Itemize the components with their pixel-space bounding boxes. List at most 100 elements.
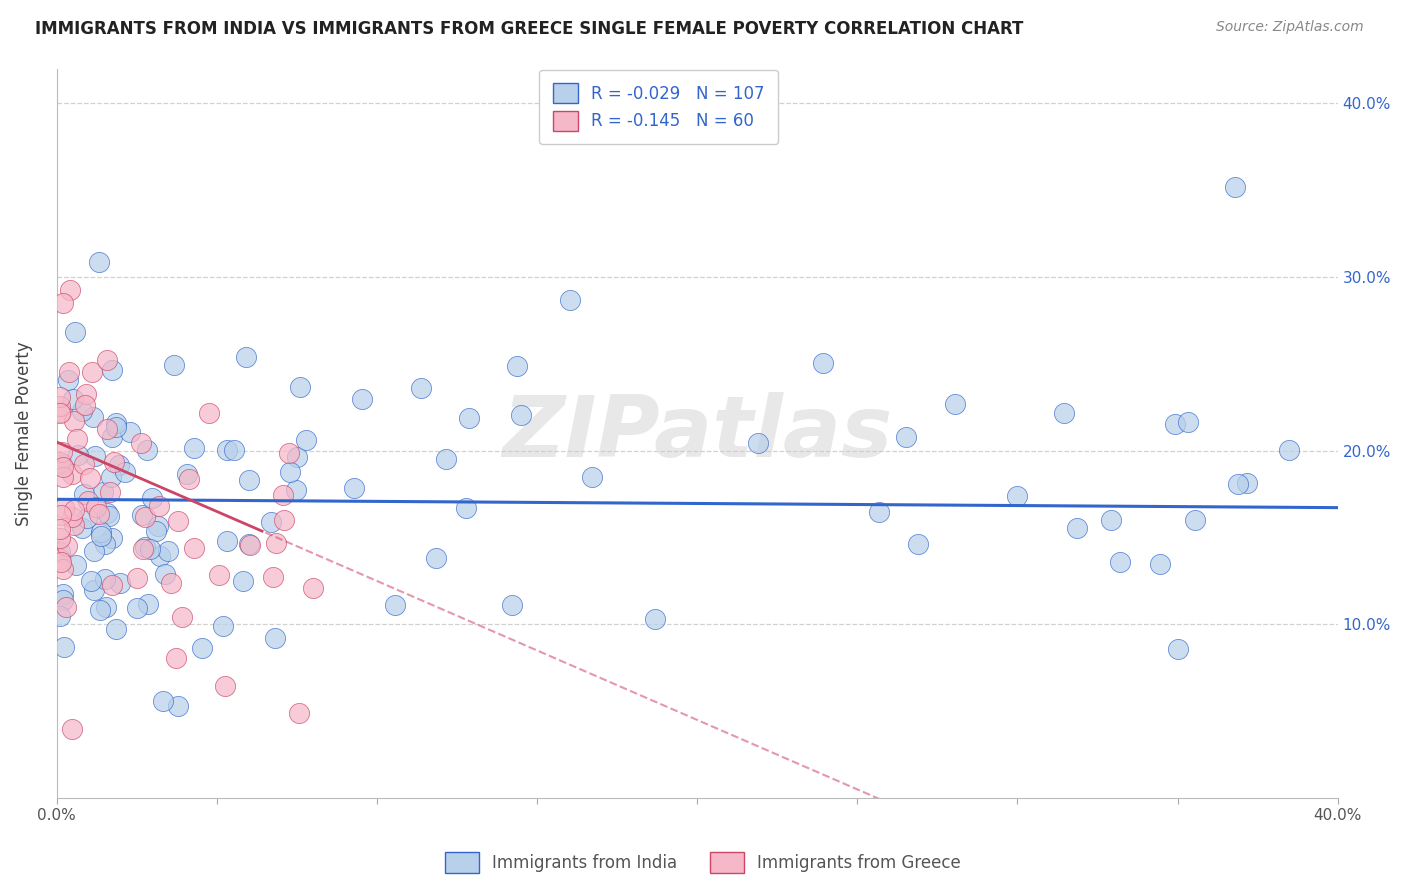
Text: ZIPatlas: ZIPatlas: [502, 392, 893, 475]
Point: [238, 473, 260, 487]
Point: [214, 678, 236, 692]
Point: [1177, 415, 1199, 429]
Point: [84, 449, 107, 463]
Point: [238, 536, 260, 550]
Point: [51, 555, 73, 569]
Point: [263, 631, 285, 645]
Point: [1164, 417, 1187, 432]
Point: [134, 509, 156, 524]
Point: [89, 255, 111, 269]
Point: [134, 540, 156, 554]
Point: [278, 465, 301, 479]
Point: [183, 441, 205, 455]
Point: [191, 641, 214, 656]
Point: [107, 458, 129, 472]
Point: [60, 509, 83, 524]
Point: [264, 535, 287, 549]
Point: [501, 598, 523, 612]
Point: [747, 436, 769, 450]
Point: [52, 470, 75, 484]
Point: [384, 598, 406, 612]
Point: [49, 406, 72, 420]
Point: [62, 503, 84, 517]
Point: [83, 544, 105, 558]
Point: [136, 442, 159, 457]
Point: [125, 571, 148, 585]
Point: [77, 493, 100, 508]
Point: [49, 390, 72, 404]
Point: [165, 651, 187, 665]
Point: [454, 501, 477, 516]
Point: [96, 353, 118, 368]
Point: [96, 506, 118, 520]
Point: [153, 567, 176, 582]
Point: [506, 359, 529, 373]
Point: [288, 706, 311, 720]
Point: [262, 570, 284, 584]
Point: [1053, 406, 1076, 420]
Point: [894, 430, 917, 444]
Point: [141, 491, 163, 505]
Point: [96, 422, 118, 436]
Point: [83, 582, 105, 597]
Point: [301, 581, 323, 595]
Point: [63, 413, 86, 427]
Text: IMMIGRANTS FROM INDIA VS IMMIGRANTS FROM GREECE SINGLE FEMALE POVERTY CORRELATIO: IMMIGRANTS FROM INDIA VS IMMIGRANTS FROM…: [35, 20, 1024, 37]
Legend: R = -0.029   N = 107, R = -0.145   N = 60: R = -0.029 N = 107, R = -0.145 N = 60: [540, 70, 778, 145]
Point: [75, 386, 97, 401]
Point: [1167, 642, 1189, 657]
Point: [1099, 513, 1122, 527]
Point: [207, 568, 229, 582]
Point: [114, 465, 136, 479]
Point: [63, 518, 86, 533]
Point: [52, 562, 75, 576]
Point: [295, 434, 318, 448]
Point: [90, 524, 112, 539]
Point: [235, 350, 257, 364]
Point: [434, 452, 457, 467]
Point: [352, 392, 374, 406]
Point: [49, 545, 72, 559]
Point: [510, 409, 533, 423]
Point: [238, 538, 260, 552]
Point: [148, 500, 170, 514]
Point: [66, 448, 89, 462]
Point: [273, 513, 295, 527]
Point: [51, 404, 73, 418]
Point: [581, 470, 603, 484]
Point: [51, 445, 73, 459]
Point: [49, 609, 72, 624]
Point: [91, 485, 114, 500]
Point: [217, 443, 239, 458]
Point: [215, 533, 238, 548]
Point: [1007, 489, 1029, 503]
Text: Source: ZipAtlas.com: Source: ZipAtlas.com: [1216, 20, 1364, 34]
Point: [110, 576, 132, 591]
Point: [558, 293, 581, 307]
Point: [1227, 477, 1250, 491]
Point: [82, 410, 104, 425]
Point: [63, 325, 86, 339]
Point: [159, 575, 181, 590]
Point: [59, 284, 82, 298]
Point: [163, 358, 186, 372]
Point: [343, 481, 366, 495]
Point: [1066, 521, 1088, 535]
Point: [105, 419, 128, 434]
Point: [127, 600, 149, 615]
Point: [232, 574, 254, 588]
Point: [52, 592, 75, 607]
Point: [868, 505, 890, 519]
Point: [100, 470, 122, 484]
Point: [644, 612, 666, 626]
Legend: Immigrants from India, Immigrants from Greece: Immigrants from India, Immigrants from G…: [439, 846, 967, 880]
Point: [103, 455, 125, 469]
Point: [811, 356, 834, 370]
Point: [56, 373, 79, 387]
Point: [58, 366, 80, 380]
Y-axis label: Single Female Poverty: Single Female Poverty: [15, 341, 32, 525]
Point: [166, 699, 188, 714]
Point: [101, 531, 124, 545]
Point: [1184, 513, 1206, 527]
Point: [183, 541, 205, 555]
